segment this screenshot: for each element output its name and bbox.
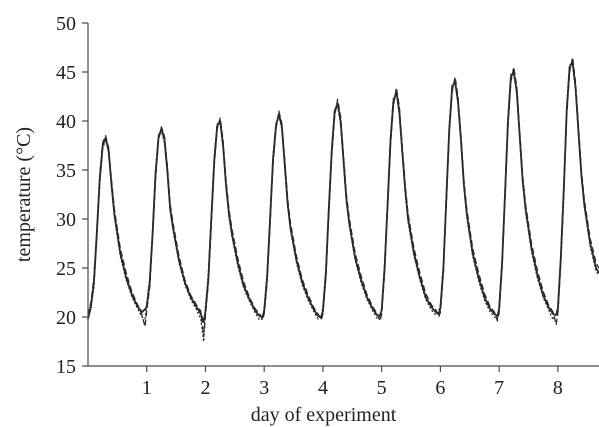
x-axis-label: day of experiment	[251, 404, 397, 426]
x-tick-label: 5	[377, 377, 387, 399]
y-tick-label: 40	[56, 111, 76, 133]
y-tick-label: 50	[56, 13, 76, 35]
series-line-3	[87, 63, 599, 343]
series-line-1	[87, 61, 599, 323]
x-tick-label: 3	[259, 377, 269, 399]
y-tick-label: 30	[56, 209, 76, 231]
y-tick-label: 25	[56, 258, 76, 280]
y-tick-label: 15	[56, 356, 76, 378]
series-line-2	[87, 56, 599, 338]
x-tick-label: 2	[200, 377, 210, 399]
y-axis-label: temperature (°C)	[13, 127, 35, 262]
x-tick-label: 4	[318, 377, 328, 399]
x-tick-label: 6	[435, 377, 445, 399]
x-tick-label: 7	[494, 377, 504, 399]
y-tick-label: 20	[56, 307, 76, 329]
axes-layer	[87, 23, 599, 367]
x-tick-label: 8	[553, 377, 563, 399]
series-layer	[87, 56, 599, 343]
y-tick-label: 45	[56, 62, 76, 84]
y-tick-label: 35	[56, 160, 76, 182]
x-tick-label: 1	[142, 377, 152, 399]
